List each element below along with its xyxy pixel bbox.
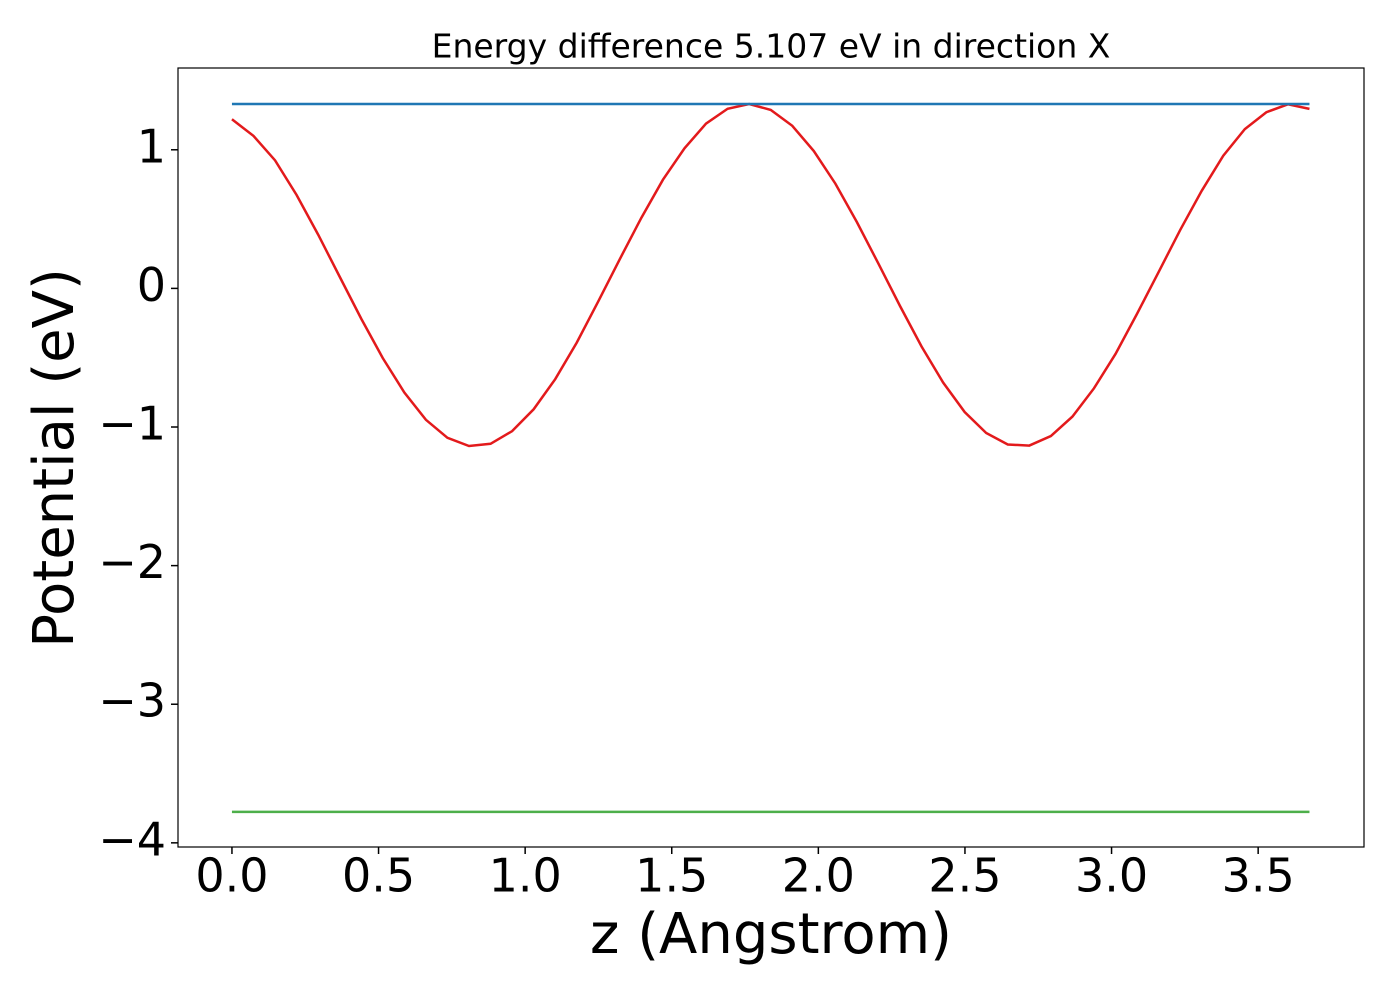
x-tick-label: 1.5 [635,849,708,903]
x-tick-label: 0.5 [342,849,415,903]
x-tick-label: 2.5 [928,849,1001,903]
y-axis-label: Potential (eV) [22,268,87,648]
y-tick-label: −4 [98,812,166,866]
x-tick-label: 3.0 [1075,849,1148,903]
x-tick-label: 0.0 [195,849,268,903]
x-tick-label: 2.0 [782,849,855,903]
x-axis-label: z (Angstrom) [590,902,952,967]
y-tick-label: −2 [98,535,166,589]
y-tick-label: 0 [137,258,166,312]
y-tick-label: −1 [98,397,166,451]
x-tick-label: 1.0 [489,849,562,903]
plot-frame [177,67,1365,848]
y-tick-label: 1 [137,119,166,173]
y-tick-label: −3 [98,674,166,728]
chart-title: Energy difference 5.107 eV in direction … [432,27,1111,66]
line-series [231,102,1310,448]
x-tick-label: 3.5 [1222,849,1295,903]
